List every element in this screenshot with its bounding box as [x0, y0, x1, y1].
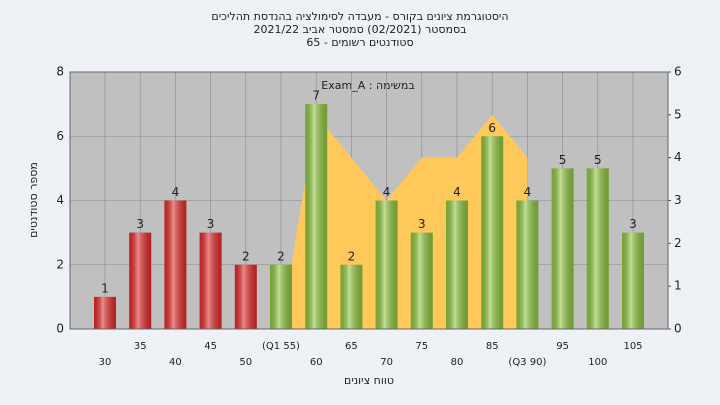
y-tick-label: 4: [56, 193, 64, 207]
x-tick-label: 70: [380, 357, 393, 368]
value-label: 2: [348, 249, 356, 263]
x-axis-label: טווח ציונים: [344, 374, 394, 387]
y2-tick-label: 1: [674, 279, 682, 293]
x-tick-label: 30: [99, 357, 112, 368]
chart-subtitle: בסמסטר (02/2021) סמסטר אביב 2021/22: [253, 23, 466, 36]
value-label: 4: [524, 185, 532, 199]
value-label: 3: [207, 217, 215, 231]
value-label: 5: [559, 153, 567, 167]
value-label: 3: [136, 217, 144, 231]
y2-tick-label: 0: [674, 322, 682, 336]
y-tick-label: 2: [56, 257, 64, 271]
value-label: 2: [277, 249, 285, 263]
value-label: 1: [101, 281, 109, 295]
bar-shine: [94, 296, 116, 329]
bar-shine: [551, 168, 574, 329]
x-tick-label: 75: [415, 341, 428, 352]
x-tick-label: 100: [588, 357, 607, 368]
plot-frame: [69, 71, 669, 330]
bar-shine: [129, 232, 152, 329]
x-tick-label: 60: [310, 357, 323, 368]
x-tick-label: 45: [204, 341, 217, 352]
value-label: 5: [594, 153, 602, 167]
y-tick-label: 0: [56, 322, 64, 336]
x-tick-label: 85: [486, 341, 499, 352]
bar-shine: [164, 200, 187, 329]
bar-shine: [375, 200, 398, 329]
bar-shine: [270, 264, 292, 329]
bar-shine: [516, 200, 539, 329]
value-label: 3: [629, 217, 637, 231]
y2-tick-label: 5: [674, 107, 682, 121]
x-tick-label: 105: [623, 341, 642, 352]
bar-shine: [446, 200, 468, 329]
x-tick-label: 95: [556, 341, 569, 352]
x-tick-label: 40: [169, 357, 182, 368]
bar-shine: [199, 232, 222, 329]
value-label: 2: [242, 249, 250, 263]
y-tick-label: 8: [56, 65, 64, 79]
value-label: 3: [418, 217, 426, 231]
y2-tick-label: 4: [674, 150, 682, 164]
value-label: 4: [383, 185, 391, 199]
bar-shine: [340, 264, 363, 329]
value-label: 4: [172, 185, 180, 199]
x-tick-label: 80: [451, 357, 464, 368]
bar-shine: [410, 232, 433, 329]
x-tick-label: (Q3 90): [508, 357, 546, 368]
x-tick-label: 50: [239, 357, 252, 368]
annotation: Exam_A : במשימה: [321, 79, 414, 92]
bar-shine: [234, 264, 257, 329]
chart-title: היסטוגרמת ציונים בקורס - מעבדה לסימולציה…: [211, 10, 508, 23]
x-tick-label: 65: [345, 341, 358, 352]
value-label: 4: [453, 185, 461, 199]
value-label: 6: [488, 121, 496, 135]
bar-shine: [481, 136, 504, 329]
bar-shine: [305, 104, 328, 329]
y2-tick-label: 6: [674, 65, 682, 79]
x-tick-label: (Q1 55): [262, 341, 300, 352]
bar-shine: [586, 168, 609, 329]
x-tick-label: 35: [134, 341, 147, 352]
value-label: 7: [312, 89, 320, 103]
chart-subtitle: סטודנטים רשומים - 65: [306, 36, 413, 49]
y-axis-label: מספר סטודנטים: [27, 162, 40, 238]
y2-tick-label: 3: [674, 193, 682, 207]
y-tick-label: 6: [56, 129, 64, 143]
y2-tick-label: 2: [674, 236, 682, 250]
bar-shine: [622, 232, 644, 329]
